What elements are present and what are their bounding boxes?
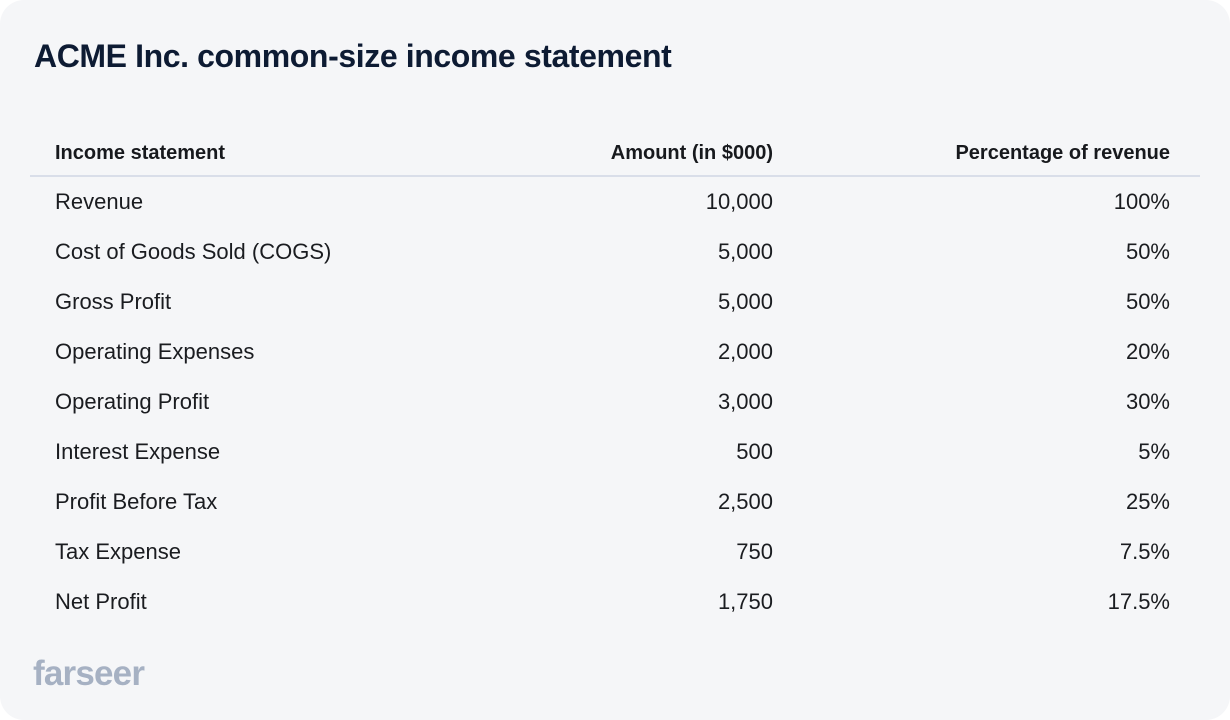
table-body: Revenue 10,000 100% Cost of Goods Sold (… [30,177,1200,627]
table-row: Tax Expense 750 7.5% [30,527,1200,577]
row-item-label: Profit Before Tax [55,489,218,514]
row-amount-value: 3,000 [717,389,773,414]
column-header-percentage: Percentage of revenue [955,141,1170,164]
row-percent-value: 100% [1113,189,1170,214]
row-amount-value: 5,000 [717,289,773,314]
row-amount-value: 1,750 [717,589,773,614]
row-item-label: Revenue [55,189,144,214]
table-row: Interest Expense 500 5% [30,427,1200,477]
row-percent-value: 20% [1125,339,1170,364]
page-title: ACME Inc. common-size income statement [34,38,672,74]
table-row: Operating Expenses 2,000 20% [30,327,1200,377]
row-amount-value: 2,500 [717,489,773,514]
row-amount-value: 2,000 [717,339,773,364]
table-row: Revenue 10,000 100% [30,177,1200,227]
row-percent-value: 50% [1125,289,1170,314]
row-amount-value: 5,000 [717,239,773,264]
row-item-label: Operating Expenses [55,339,255,364]
row-percent-value: 25% [1125,489,1170,514]
column-header-amount: Amount (in $000) [610,141,773,164]
row-percent-value: 7.5% [1119,539,1170,564]
table-row: Profit Before Tax 2,500 25% [30,477,1200,527]
row-percent-value: 5% [1138,439,1170,464]
column-header-income-statement: Income statement [55,141,226,164]
row-percent-value: 30% [1125,389,1170,414]
table-row: Gross Profit 5,000 50% [30,277,1200,327]
table-row: Net Profit 1,750 17.5% [30,577,1200,627]
row-amount-value: 500 [736,439,773,464]
row-item-label: Interest Expense [55,439,221,464]
row-amount-value: 10,000 [705,189,773,214]
farseer-logo: farseer [33,654,145,693]
row-percent-value: 17.5% [1107,589,1170,614]
table-row: Operating Profit 3,000 30% [30,377,1200,427]
row-item-label: Tax Expense [55,539,181,564]
row-item-label: Cost of Goods Sold (COGS) [55,239,332,264]
income-statement-table: Income statement Amount (in $000) Percen… [30,131,1200,627]
table-header-row: Income statement Amount (in $000) Percen… [30,131,1200,177]
row-item-label: Net Profit [55,589,147,614]
row-item-label: Gross Profit [55,289,172,314]
row-amount-value: 750 [736,539,773,564]
table-row: Cost of Goods Sold (COGS) 5,000 50% [30,227,1200,277]
row-percent-value: 50% [1125,239,1170,264]
row-item-label: Operating Profit [55,389,210,414]
